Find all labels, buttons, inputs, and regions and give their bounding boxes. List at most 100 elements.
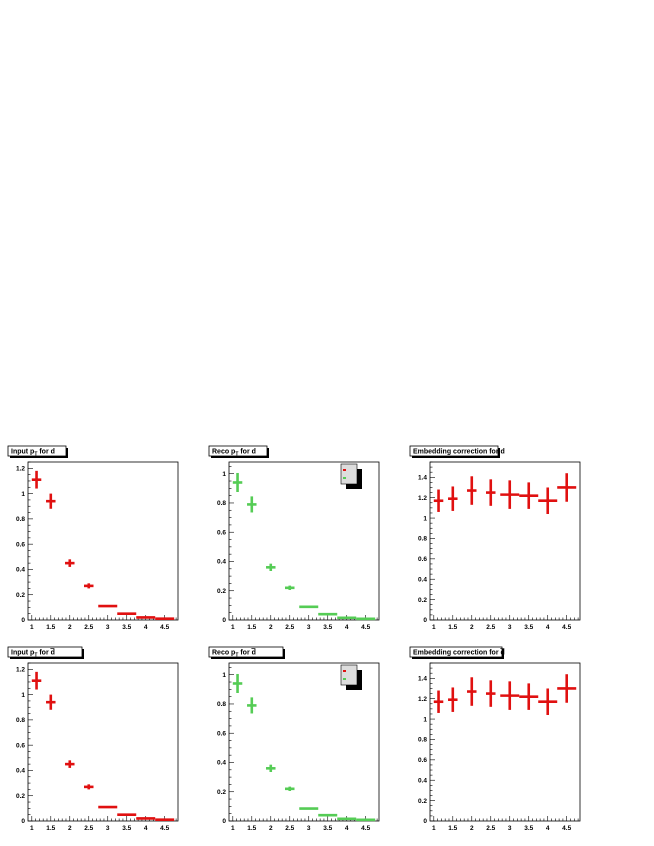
x-tick-label: 3 [307,624,311,631]
y-tick-label: 0.6 [16,742,25,749]
x-tick-label: 3.5 [524,825,533,832]
x-tick-label: 2.5 [285,825,294,832]
legend-marker-red [343,670,346,672]
y-tick-label: 1.2 [418,696,427,703]
y-tick-label: 0.4 [16,567,25,574]
data-point [467,476,477,505]
title-subscript: T [235,452,238,458]
data-point [31,470,42,489]
legend-box [340,664,358,686]
x-tick-label: 3.5 [323,624,332,631]
chart-title: Reco pT for d [212,650,256,659]
title-main: Input p [11,449,34,456]
title-box [208,646,284,658]
x-tick-label: 3.5 [524,624,533,631]
plot-frame [27,461,179,621]
data-point [65,559,75,567]
y-tick-label: 0 [222,818,226,825]
title-box [208,445,268,457]
legend-marker-green [343,678,346,680]
x-tick-label: 2.5 [84,825,93,832]
plot-frame [27,662,179,822]
legend-box [340,463,358,485]
x-tick-label: 1.5 [46,624,55,631]
x-tick-label: 1 [432,624,436,631]
data-point [519,482,539,509]
data-point [557,473,577,502]
y-tick-label: 0 [21,617,25,624]
x-tick-label: 3.5 [122,624,131,631]
y-tick-label: 0.2 [16,793,25,800]
title-tail: for d [37,449,55,456]
title-main: Input p [11,650,34,657]
data-point [337,616,357,620]
title-subscript: T [235,653,238,659]
x-tick-label: 3 [508,825,512,832]
data-point [433,489,444,512]
title-box [7,445,67,457]
y-tick-label: 1 [423,515,427,522]
x-tick-label: 1.5 [247,624,256,631]
data-point [500,480,520,509]
x-tick-label: 1.5 [247,825,256,832]
data-point [117,612,137,615]
chart-title: Reco pT for d [212,449,256,458]
title-subscript: T [34,653,37,659]
y-tick-label: 0.6 [418,556,427,563]
data-point [155,818,175,822]
y-tick-label: 1.4 [418,474,427,481]
x-tick-label: 4 [144,825,148,832]
title-box [7,646,83,658]
data-point [46,493,56,509]
x-tick-label: 3 [106,624,110,631]
y-tick-label: 0.8 [217,500,226,507]
y-tick-label: 0.2 [418,798,427,805]
data-point [467,677,477,706]
y-tick-label: 0.2 [217,588,226,595]
y-tick-label: 1 [222,471,226,478]
data-point [247,496,257,513]
y-tick-label: 1 [423,716,427,723]
data-point [31,671,42,690]
x-tick-label: 4 [546,624,550,631]
title-main: Reco p [212,650,235,657]
legend-marker-red [343,469,346,471]
chart-title: Input pT for d [11,449,55,458]
x-tick-label: 2.5 [285,624,294,631]
title-main: Embedding correction for d [413,650,505,657]
data-point [318,612,338,616]
x-tick-label: 2 [68,624,72,631]
y-tick-label: 0.8 [16,516,25,523]
data-point [486,479,496,506]
y-tick-label: 0.2 [16,592,25,599]
data-point [448,687,458,712]
chart-panel-4: Input pT for d 0 0.2 0.4 0.6 0.8 1 1.2 1 1.5 2 2.5 3… [7,646,179,832]
x-tick-label: 1 [30,825,34,832]
data-point [433,690,444,713]
y-tick-label: 0.8 [418,737,427,744]
data-point [232,472,243,492]
y-tick-label: 1.2 [16,667,25,674]
x-tick-label: 2 [470,624,474,631]
x-tick-label: 4 [345,624,349,631]
x-tick-label: 1 [231,825,235,832]
data-point [538,487,558,514]
x-tick-label: 4.5 [361,624,370,631]
x-tick-label: 4.5 [562,825,571,832]
data-point [299,605,319,609]
y-tick-label: 0.2 [418,597,427,604]
y-tick-label: 0.8 [418,536,427,543]
x-tick-label: 4.5 [160,624,169,631]
data-point [136,817,156,820]
data-point [98,604,118,608]
data-point [155,617,175,621]
x-tick-label: 2 [269,624,273,631]
x-tick-label: 2 [269,825,273,832]
x-tick-label: 2.5 [84,624,93,631]
y-tick-label: 1 [21,491,25,498]
plot-frame [429,461,581,621]
x-tick-label: 3 [508,624,512,631]
title-main: Embedding correction for d [413,449,505,456]
plot-frame [228,662,380,822]
